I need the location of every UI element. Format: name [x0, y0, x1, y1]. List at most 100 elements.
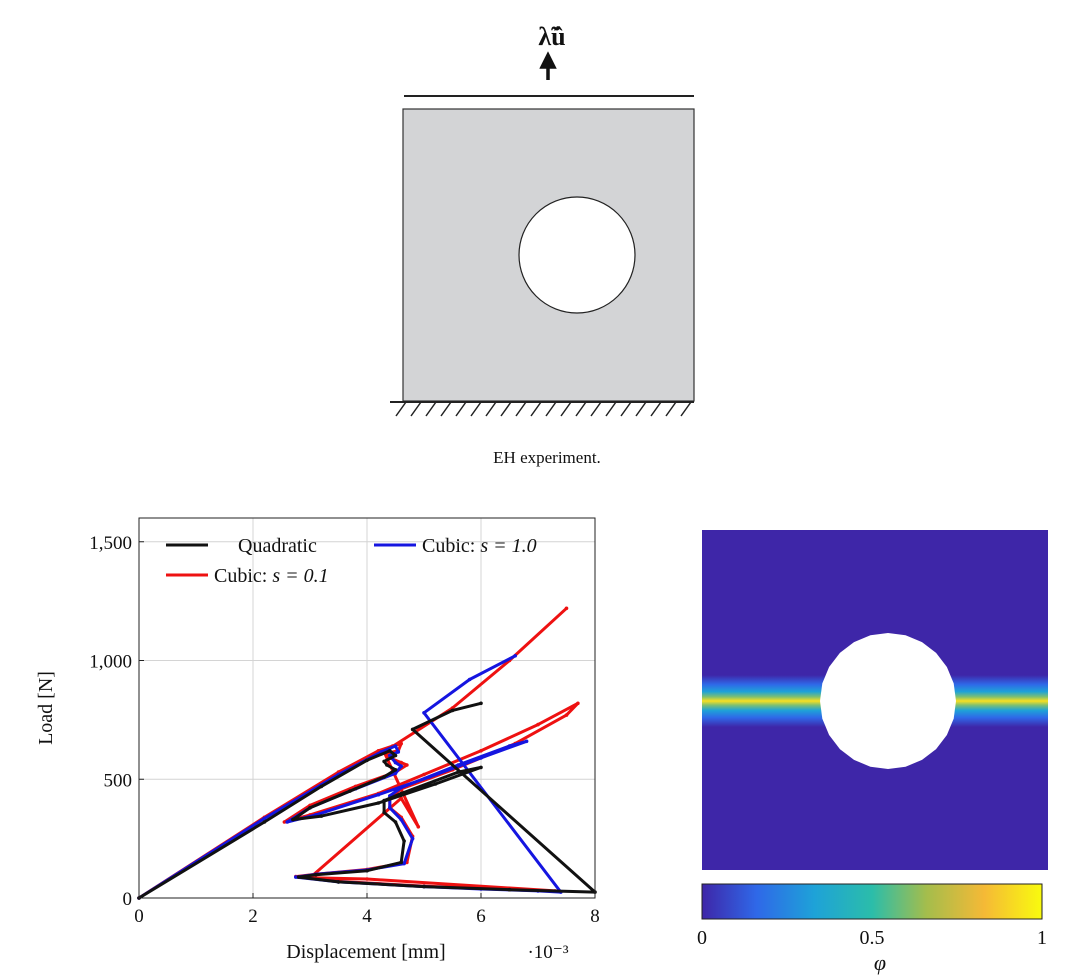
legend-label-cubic-s1: Cubic: s = 1.0 — [422, 535, 537, 557]
data-point-quadratic — [313, 872, 318, 877]
data-point-cubic-s-1-0 — [479, 756, 483, 760]
data-point-cubic-s-0-1 — [536, 722, 540, 727]
colorbar-label: φ — [874, 950, 886, 975]
eh-experiment-schematic: λ̃û — [390, 22, 695, 417]
data-point-cubic-s-1-0 — [402, 861, 406, 866]
data-point-quadratic — [365, 868, 369, 873]
x-tick-label: 6 — [476, 906, 486, 927]
colorbar-tick-05: 0.5 — [860, 927, 885, 949]
data-point-quadratic — [422, 884, 426, 889]
data-point-quadratic — [393, 820, 398, 824]
data-point-quadratic — [410, 727, 415, 732]
data-point-cubic-s-1-0 — [456, 763, 461, 767]
data-point-quadratic — [433, 782, 438, 786]
chart-legend: Quadratic Cubic: s = 1.0 Cubic: s = 0.1 — [166, 535, 537, 587]
hatch-line — [410, 401, 422, 417]
data-point-cubic-s-1-0 — [467, 677, 472, 682]
legend-label-quadratic: Quadratic — [238, 535, 317, 557]
hatch-line — [665, 401, 677, 417]
hatch-line — [560, 401, 572, 417]
chart-ticks: 0 2 4 6 8 0 500 1,000 1,500 — [89, 533, 600, 927]
data-point-cubic-s-1-0 — [410, 836, 415, 841]
hatch-line — [680, 401, 692, 417]
data-point-cubic-s-0-1 — [416, 825, 421, 829]
hatch-line — [455, 401, 467, 417]
data-point-cubic-s-1-0 — [399, 817, 404, 822]
data-point-quadratic — [319, 784, 324, 789]
hatch-line — [485, 401, 497, 417]
hatch-line — [575, 401, 587, 417]
y-tick-label: 1,500 — [89, 533, 132, 554]
data-point-quadratic — [402, 839, 406, 843]
series-line-cubic-s-1-0 — [137, 654, 563, 900]
colorbar — [701, 883, 1043, 920]
data-point-cubic-s-1-0 — [285, 820, 290, 824]
data-point-cubic-s-1-0 — [393, 744, 398, 748]
hatch-line — [620, 401, 632, 417]
hatch-line — [470, 401, 482, 417]
data-point-cubic-s-0-1 — [405, 763, 409, 767]
x-axis-scale-note: ·10⁻³ — [527, 942, 568, 963]
data-point-cubic-s-0-1 — [399, 760, 404, 765]
hatch-line — [515, 401, 527, 417]
data-point-cubic-s-1-0 — [294, 875, 298, 879]
hatch-line — [545, 401, 557, 417]
colorbar-tick-0: 0 — [697, 927, 707, 949]
data-point-cubic-s-1-0 — [396, 750, 401, 754]
fixed-support-hatching — [395, 401, 692, 417]
y-tick-label: 500 — [104, 770, 133, 791]
data-point-quadratic — [382, 775, 386, 779]
data-point-cubic-s-1-0 — [524, 739, 529, 744]
data-point-quadratic — [393, 753, 398, 758]
data-point-cubic-s-0-1 — [564, 713, 569, 717]
data-point-cubic-s-1-0 — [376, 792, 381, 797]
hatch-line — [605, 401, 617, 417]
data-point-quadratic — [365, 758, 369, 763]
domain-hole — [820, 633, 956, 769]
data-point-cubic-s-0-1 — [365, 877, 369, 881]
hatch-line — [635, 401, 647, 417]
load-label: λ̃û — [538, 22, 565, 51]
y-axis-label: Load [N] — [35, 671, 57, 745]
data-point-quadratic — [450, 708, 455, 713]
data-point-cubic-s-0-1 — [399, 741, 404, 746]
data-point-cubic-s-1-0 — [262, 816, 267, 821]
data-point-cubic-s-1-0 — [507, 744, 512, 748]
data-point-quadratic — [385, 763, 389, 767]
data-point-quadratic — [479, 701, 483, 706]
data-point-cubic-s-1-0 — [388, 806, 392, 810]
legend-label-cubic-s01: Cubic: s = 0.1 — [214, 565, 329, 587]
data-point-cubic-s-0-1 — [422, 772, 426, 777]
series-line-quadratic — [137, 701, 597, 900]
data-point-cubic-s-1-0 — [399, 764, 404, 768]
data-point-cubic-s-0-1 — [399, 796, 404, 801]
hatch-line — [395, 401, 407, 417]
data-point-cubic-s-1-0 — [513, 654, 517, 658]
data-point-cubic-s-0-1 — [479, 749, 483, 753]
load-displacement-chart: 0 2 4 6 8 0 500 1,000 1,500 Displacement [mm] ·1… — [35, 517, 600, 963]
data-point-cubic-s-0-1 — [564, 606, 569, 611]
colorbar-tick-1: 1 — [1037, 927, 1047, 949]
data-point-quadratic — [336, 880, 341, 884]
data-point-quadratic — [382, 798, 386, 803]
data-point-quadratic — [262, 820, 267, 824]
y-tick-label: 1,000 — [89, 652, 132, 673]
x-tick-label: 4 — [362, 906, 372, 927]
data-point-quadratic — [382, 759, 386, 764]
data-point-quadratic — [456, 770, 461, 774]
phase-field-plot: 0 0.5 1 φ — [697, 530, 1048, 975]
data-point-quadratic — [388, 749, 392, 753]
data-point-cubic-s-1-0 — [422, 711, 426, 715]
data-point-quadratic — [291, 817, 295, 822]
chart-series — [137, 606, 597, 900]
data-point-quadratic — [382, 810, 386, 815]
hatch-line — [590, 401, 602, 417]
data-point-quadratic — [399, 860, 404, 865]
specimen-hole — [518, 196, 636, 314]
data-point-cubic-s-1-0 — [399, 785, 404, 790]
data-point-quadratic — [479, 765, 483, 770]
hatch-line — [500, 401, 512, 417]
data-point-quadratic — [308, 806, 312, 810]
hatch-line — [440, 401, 452, 417]
hatch-line — [650, 401, 662, 417]
